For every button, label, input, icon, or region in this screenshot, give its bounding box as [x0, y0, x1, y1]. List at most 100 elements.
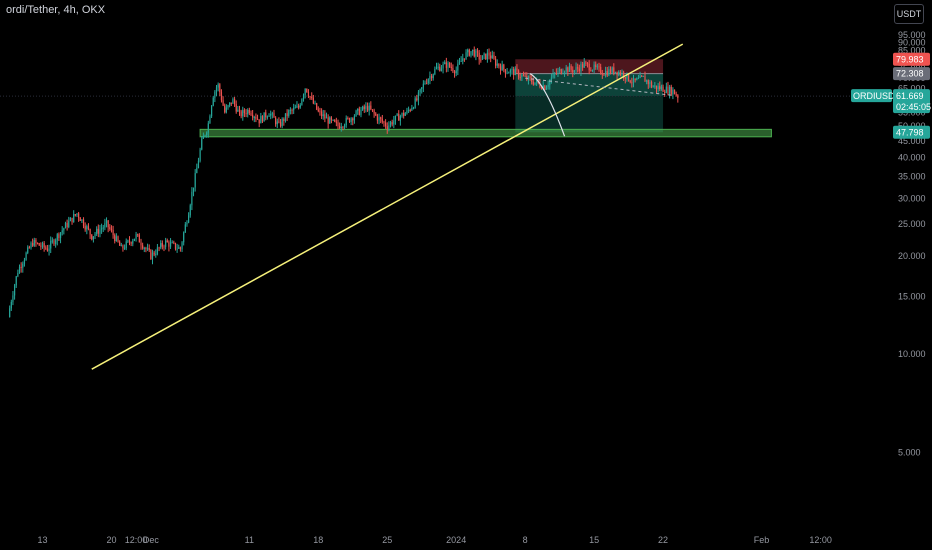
candle-body [76, 213, 78, 216]
candle-body [403, 112, 405, 116]
candle-body [670, 86, 672, 95]
candle-body [480, 59, 482, 61]
candle-body [554, 72, 556, 74]
candle-body [32, 243, 34, 246]
candle-body [634, 78, 636, 81]
candle-body [327, 117, 329, 124]
candle-body [332, 119, 334, 121]
candle-body [501, 64, 503, 71]
candle-body [357, 108, 359, 111]
y-tick-label: 40.000 [898, 153, 926, 163]
candle-body [268, 115, 270, 117]
candle-body [455, 70, 457, 74]
candle-body [345, 118, 347, 126]
candle-body [343, 125, 346, 128]
candle-body [411, 108, 413, 111]
candle-body [544, 85, 546, 90]
candle-body [664, 91, 666, 93]
candle-body [179, 247, 181, 250]
candle-body [476, 50, 479, 53]
candle-body [104, 223, 106, 228]
candle-body [35, 240, 37, 243]
candle-body [66, 223, 68, 228]
candle-body [373, 110, 375, 114]
candle-body [601, 73, 603, 75]
candle-body [270, 114, 272, 116]
candle-body [140, 242, 142, 246]
candle-body [641, 75, 643, 77]
candle-body [434, 69, 436, 75]
y-tick-label: 5.000 [898, 448, 921, 458]
candle-body [273, 113, 275, 118]
candle-body [527, 76, 530, 80]
candle-body [120, 245, 122, 247]
candle-body [404, 113, 406, 116]
x-tick-label: 12:00 [809, 535, 832, 545]
candle-body [669, 86, 671, 94]
projection-curve [529, 73, 566, 137]
candle-body [545, 86, 548, 90]
candle-body [677, 95, 679, 98]
candle-body [255, 116, 257, 119]
candle-body [238, 109, 241, 112]
candle-body [604, 71, 607, 76]
candle-body [655, 85, 658, 90]
candle-body [296, 105, 298, 108]
candle-body [532, 81, 534, 85]
candle-body [184, 224, 186, 233]
y-tick-label: 10.000 [898, 349, 926, 359]
candle-body [539, 82, 541, 87]
x-tick-label: 2024 [446, 535, 466, 545]
candle-body [406, 110, 408, 114]
candle-body [74, 214, 76, 216]
candle-body [399, 116, 401, 121]
candle-body [73, 214, 75, 223]
candle-body [69, 217, 72, 222]
candle-body [278, 121, 280, 123]
candle-body [260, 116, 262, 124]
candle-body [442, 64, 444, 69]
candle-body [281, 118, 283, 127]
candle-body [626, 73, 628, 79]
candle-body [600, 66, 602, 74]
candle-body [596, 66, 598, 68]
y-tick-label: 65.000 [898, 84, 926, 94]
candle-body [657, 86, 659, 90]
candle-body [112, 230, 114, 236]
candle-body [389, 122, 392, 126]
candle-body [84, 226, 86, 230]
candle-body [385, 122, 387, 127]
candle-body [449, 63, 451, 67]
x-tick-label: 11 [245, 535, 254, 545]
candle-body [294, 107, 296, 109]
chart-title: ordi/Tether, 4h, OKX [6, 4, 106, 16]
candle-body [107, 220, 109, 228]
candle-body [483, 53, 485, 56]
candle-body [614, 71, 617, 74]
last-price-tag: 61.669 [896, 91, 924, 101]
target-zone-lower [515, 96, 664, 133]
candle-body [432, 74, 434, 79]
candle-body [667, 86, 669, 94]
entry-price-tag: 72.308 [896, 69, 924, 79]
candle-body [444, 62, 446, 65]
candle-body [265, 112, 267, 118]
candle-body [350, 118, 352, 123]
candle-body [335, 121, 337, 123]
candle-body [242, 110, 244, 117]
x-tick-label: 15 [589, 535, 599, 545]
currency-button[interactable]: USDT [894, 4, 924, 24]
candle-body [611, 67, 613, 73]
candle-body [165, 240, 167, 247]
candle-body [573, 70, 575, 73]
candle-body [151, 252, 154, 260]
candle-body [45, 247, 47, 249]
candle-body [521, 75, 523, 78]
candle-body [301, 99, 303, 105]
candle-body [407, 109, 410, 111]
candle-body [673, 89, 676, 95]
candle-body [468, 49, 470, 56]
candle-body [92, 236, 94, 240]
candle-body [224, 105, 226, 113]
